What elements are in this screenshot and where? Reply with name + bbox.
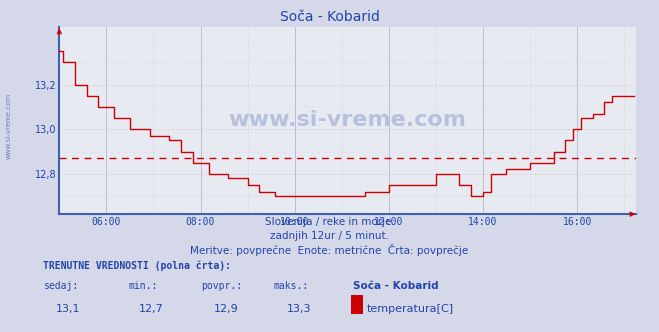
Text: sedaj:: sedaj: <box>43 281 78 290</box>
Text: 12,9: 12,9 <box>214 304 239 314</box>
Text: zadnjih 12ur / 5 minut.: zadnjih 12ur / 5 minut. <box>270 231 389 241</box>
Text: temperatura[C]: temperatura[C] <box>366 304 453 314</box>
Text: 13,3: 13,3 <box>287 304 311 314</box>
Text: Meritve: povprečne  Enote: metrične  Črta: povprečje: Meritve: povprečne Enote: metrične Črta:… <box>190 244 469 256</box>
Text: Soča - Kobarid: Soča - Kobarid <box>353 281 438 290</box>
Text: www.si-vreme.com: www.si-vreme.com <box>229 110 467 130</box>
Text: TRENUTNE VREDNOSTI (polna črta):: TRENUTNE VREDNOSTI (polna črta): <box>43 261 231 271</box>
Text: povpr.:: povpr.: <box>201 281 242 290</box>
Text: Soča - Kobarid: Soča - Kobarid <box>279 10 380 24</box>
Text: Slovenija / reke in morje.: Slovenija / reke in morje. <box>264 217 395 227</box>
Text: 13,1: 13,1 <box>56 304 80 314</box>
Text: www.si-vreme.com: www.si-vreme.com <box>5 93 12 159</box>
Text: maks.:: maks.: <box>273 281 308 290</box>
Text: 12,7: 12,7 <box>138 304 163 314</box>
Text: min.:: min.: <box>129 281 158 290</box>
